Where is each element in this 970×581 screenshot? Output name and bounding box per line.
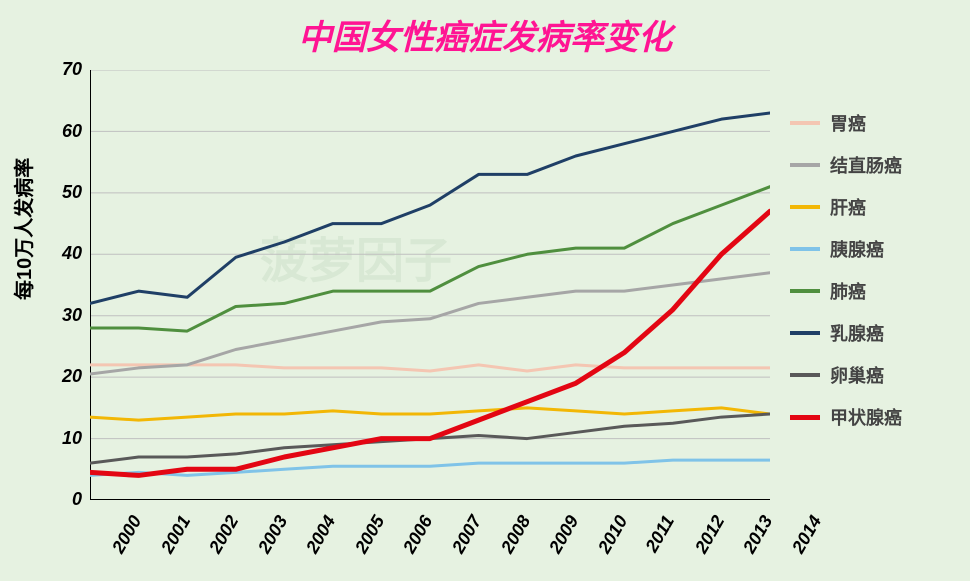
legend-item: 结直肠癌	[790, 152, 940, 178]
y-tick-label: 20	[62, 366, 82, 387]
x-tick-label: 2006	[399, 512, 437, 557]
legend-swatch	[790, 121, 820, 125]
plot-area	[90, 70, 770, 500]
legend-swatch	[790, 331, 820, 335]
legend-label: 乳腺癌	[830, 320, 884, 346]
x-tick-label: 2002	[205, 512, 243, 557]
y-tick-label: 50	[62, 182, 82, 203]
legend-item: 胰腺癌	[790, 236, 940, 262]
legend-item: 甲状腺癌	[790, 404, 940, 430]
legend-label: 肝癌	[830, 194, 866, 220]
y-tick-label: 10	[62, 428, 82, 449]
x-tick-label: 2001	[157, 512, 195, 557]
legend-label: 胰腺癌	[830, 236, 884, 262]
legend-swatch	[790, 163, 820, 167]
y-tick-label: 60	[62, 121, 82, 142]
x-tick-label: 2003	[254, 512, 292, 557]
x-tick-label: 2010	[594, 512, 632, 557]
legend-swatch	[790, 289, 820, 293]
x-tick-label: 2012	[691, 512, 729, 557]
legend-item: 乳腺癌	[790, 320, 940, 346]
legend-swatch	[790, 205, 820, 209]
legend-swatch	[790, 373, 820, 377]
legend-item: 卵巢癌	[790, 362, 940, 388]
y-tick-label: 70	[62, 59, 82, 80]
legend-item: 胃癌	[790, 110, 940, 136]
y-tick-label: 40	[62, 243, 82, 264]
legend-label: 肺癌	[830, 278, 866, 304]
x-tick-label: 2008	[497, 512, 535, 557]
y-tick-label: 30	[62, 305, 82, 326]
x-tick-label: 2009	[545, 512, 583, 557]
x-tick-label: 2013	[739, 512, 777, 557]
x-tick-label: 2014	[788, 512, 826, 557]
legend: 胃癌结直肠癌肝癌胰腺癌肺癌乳腺癌卵巢癌甲状腺癌	[790, 110, 940, 446]
x-tick-label: 2011	[642, 512, 680, 556]
legend-item: 肝癌	[790, 194, 940, 220]
legend-swatch	[790, 247, 820, 251]
chart-title: 中国女性癌症发病率变化	[0, 10, 970, 59]
legend-label: 结直肠癌	[830, 152, 902, 178]
legend-label: 胃癌	[830, 110, 866, 136]
legend-swatch	[790, 415, 820, 420]
plot-svg	[90, 70, 770, 500]
x-tick-label: 2004	[302, 512, 340, 557]
legend-label: 卵巢癌	[830, 362, 884, 388]
y-axis-label: 每10万人发病率	[8, 158, 37, 300]
x-tick-label: 2007	[448, 512, 486, 557]
legend-label: 甲状腺癌	[830, 404, 902, 430]
x-tick-label: 2000	[108, 512, 146, 557]
chart-container: 中国女性癌症发病率变化 每10万人发病率 菠萝因子 01020304050607…	[0, 0, 970, 581]
legend-item: 肺癌	[790, 278, 940, 304]
y-tick-label: 0	[72, 489, 82, 510]
x-tick-label: 2005	[351, 512, 389, 557]
